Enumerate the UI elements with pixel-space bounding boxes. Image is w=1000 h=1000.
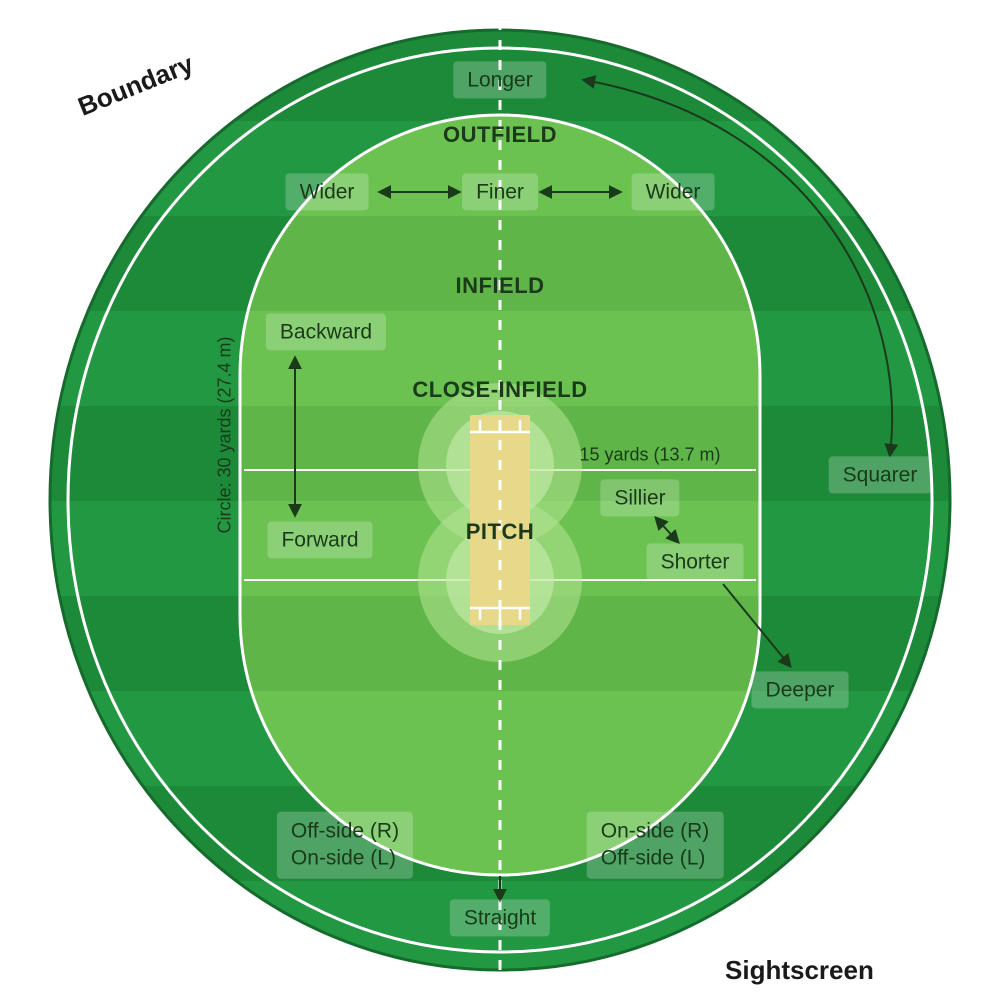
dim-circle-30yd: Circle: 30 yards (27.4 m)	[215, 336, 236, 533]
side-right-line2: Off-side (L)	[601, 847, 706, 870]
arrow-longer-squarer	[584, 80, 892, 455]
sightscreen-label: Sightscreen	[725, 955, 874, 986]
label-wider-left: Wider	[286, 173, 369, 210]
label-forward: Forward	[267, 521, 372, 558]
infield-region	[0, 0, 1000, 1000]
side-right-line1: On-side (R)	[601, 820, 710, 843]
label-sillier: Sillier	[600, 479, 679, 516]
arrow-sillier-shorter	[656, 518, 678, 542]
zone-pitch: PITCH	[466, 519, 535, 545]
label-backward: Backward	[266, 313, 386, 350]
field-svg	[0, 0, 1000, 1000]
label-shorter: Shorter	[647, 543, 744, 580]
label-wider-right: Wider	[632, 173, 715, 210]
label-offside-onside-left: Off-side (R) On-side (L)	[277, 812, 413, 879]
label-longer: Longer	[453, 61, 546, 98]
arrows	[295, 80, 892, 900]
label-deeper: Deeper	[752, 671, 849, 708]
side-left-line2: On-side (L)	[291, 847, 396, 870]
label-squarer: Squarer	[829, 456, 932, 493]
zone-infield: INFIELD	[455, 273, 544, 299]
label-onside-offside-right: On-side (R) Off-side (L)	[587, 812, 724, 879]
label-straight: Straight	[450, 899, 550, 936]
boundary-label: Boundary	[74, 48, 198, 122]
outfield-region	[0, 0, 1000, 1000]
infield-outline	[240, 115, 760, 875]
zone-close-infield: CLOSE-INFIELD	[412, 377, 587, 403]
cricket-field-diagram: Boundary Sightscreen OUTFIELD INFIELD CL…	[0, 0, 1000, 1000]
label-finer: Finer	[462, 173, 538, 210]
arrow-shorter-deeper	[723, 584, 790, 666]
zone-outfield: OUTFIELD	[443, 122, 557, 148]
dim-15yd: 15 yards (13.7 m)	[579, 445, 720, 466]
side-left-line1: Off-side (R)	[291, 820, 399, 843]
